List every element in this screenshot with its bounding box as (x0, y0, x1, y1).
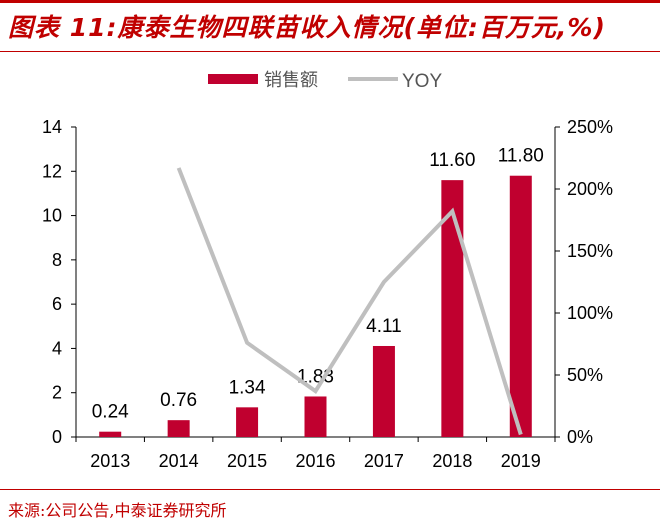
bar-2015 (236, 407, 259, 437)
left-tick-label: 8 (52, 250, 62, 270)
bar-data-label: 1.34 (229, 377, 266, 398)
bar-2016 (304, 396, 327, 437)
bar-data-label: 4.11 (366, 316, 402, 337)
bar-data-label: 0.76 (160, 390, 197, 411)
x-tick-label: 2019 (501, 451, 541, 471)
right-tick-label: 50% (567, 365, 603, 385)
bar-data-label: 11.80 (498, 146, 544, 167)
bar-data-label: 11.60 (429, 150, 475, 171)
bar-2017 (372, 345, 395, 437)
right-tick-label: 150% (567, 241, 613, 261)
left-tick-label: 12 (42, 161, 62, 181)
x-tick-label: 2013 (90, 451, 130, 471)
bar-2013 (99, 431, 122, 437)
right-tick-label: 0% (567, 427, 593, 447)
title-rule (0, 51, 660, 52)
legend-swatch-bar (208, 74, 258, 84)
source-note: 来源:公司公告,中泰证券研究所 (8, 501, 227, 520)
right-tick-label: 200% (567, 179, 613, 199)
left-tick-label: 0 (52, 427, 62, 447)
bar-2019 (509, 175, 532, 437)
yoy-line (176, 167, 523, 436)
right-tick-label: 250% (567, 117, 613, 137)
x-tick-label: 2016 (295, 451, 335, 471)
legend-label-line: YOY (402, 71, 442, 92)
left-tick-label: 2 (52, 383, 62, 403)
left-tick-label: 10 (42, 206, 62, 226)
top-rule (0, 0, 660, 3)
x-tick-label: 2014 (159, 451, 199, 471)
x-tick-label: 2018 (432, 451, 472, 471)
left-tick-label: 14 (42, 117, 62, 137)
chart-title: 图表 11:康泰生物四联苗收入情况(单位:百万元,%) (8, 13, 606, 42)
legend-label-bar: 销售额 (264, 70, 318, 90)
bar-2014 (167, 420, 190, 437)
left-tick-label: 4 (52, 338, 62, 358)
x-tick-label: 2017 (364, 451, 404, 471)
right-tick-label: 100% (567, 303, 613, 323)
bottom-rule (0, 489, 660, 490)
bar-2018 (441, 180, 464, 437)
bar-data-label: 0.24 (92, 402, 129, 423)
left-tick-label: 6 (52, 294, 62, 314)
x-tick-label: 2015 (227, 451, 267, 471)
